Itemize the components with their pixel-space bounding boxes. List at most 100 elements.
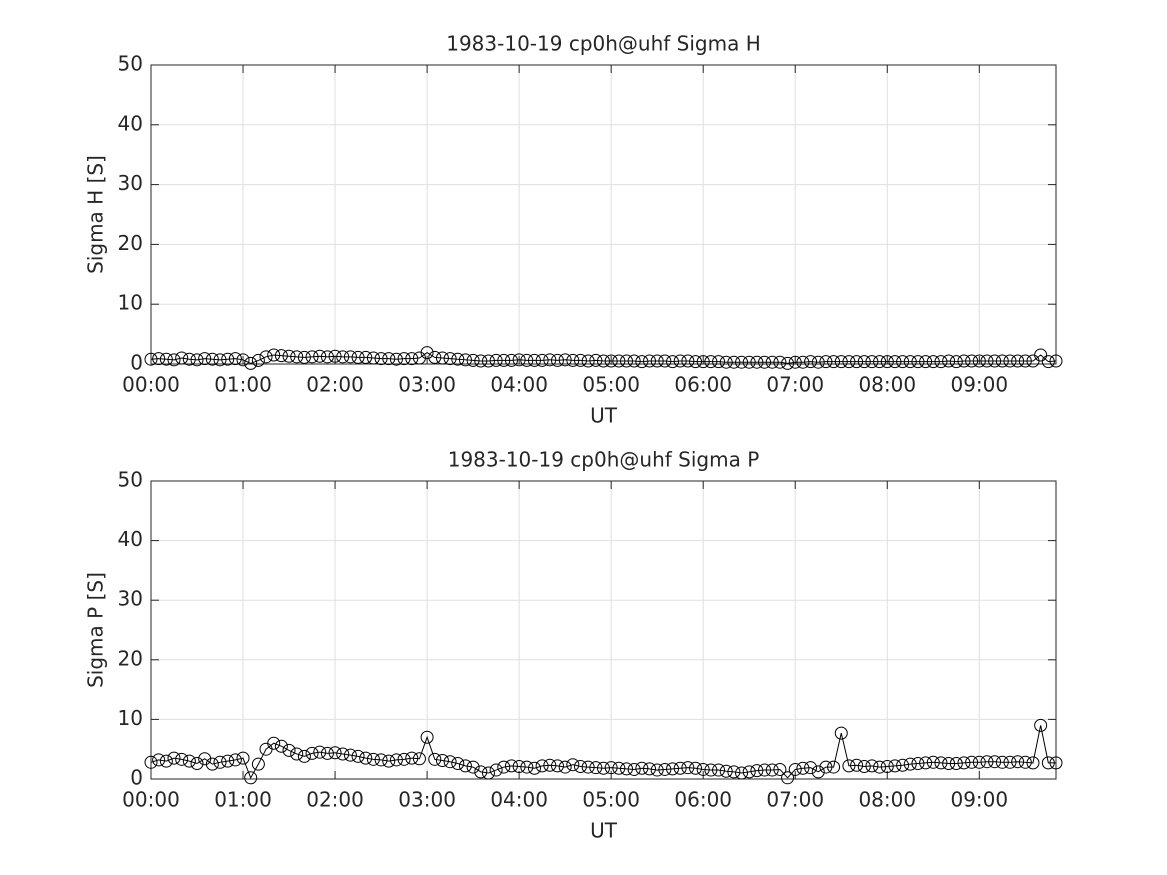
data-marker [627, 762, 641, 776]
data-marker [773, 762, 787, 776]
data-marker [420, 346, 434, 360]
y-axis-label: Sigma P [S] [84, 572, 108, 688]
data-marker [451, 757, 465, 771]
y-tick-label: 30 [118, 171, 143, 195]
data-marker [796, 355, 810, 369]
data-marker [1034, 718, 1048, 732]
data-marker [926, 355, 940, 369]
data-marker [236, 353, 250, 367]
data-marker [689, 355, 703, 369]
data-marker [190, 757, 204, 771]
axes-frame [150, 64, 1057, 365]
data-marker [428, 752, 442, 766]
data-marker [351, 749, 365, 763]
data-marker [957, 354, 971, 368]
data-marker [489, 353, 503, 367]
data-marker [535, 759, 549, 773]
data-marker [842, 759, 856, 773]
data-line [150, 725, 1056, 779]
data-marker [543, 353, 557, 367]
data-marker [382, 754, 396, 768]
data-marker [758, 355, 772, 369]
data-marker [681, 354, 695, 368]
data-marker [190, 353, 204, 367]
plot-area [151, 481, 1056, 779]
data-marker [389, 352, 403, 366]
data-marker [251, 757, 265, 771]
data-marker [612, 761, 626, 775]
data-marker [765, 763, 779, 777]
data-marker [727, 355, 741, 369]
data-marker [175, 351, 189, 365]
data-marker [159, 352, 173, 366]
data-marker [819, 760, 833, 774]
y-axis-label: Sigma H [S] [84, 155, 108, 274]
x-tick-label: 08:00 [858, 373, 916, 397]
data-marker [673, 761, 687, 775]
y-tick-label: 20 [118, 231, 143, 255]
data-marker [827, 355, 841, 369]
y-tick-label: 10 [118, 291, 143, 315]
data-marker [389, 753, 403, 767]
data-marker [412, 752, 426, 766]
data-marker [926, 755, 940, 769]
x-axis-label: UT [590, 819, 618, 843]
data-marker [305, 746, 319, 760]
x-tick-label: 09:00 [950, 373, 1008, 397]
data-marker [1003, 755, 1017, 769]
data-marker [205, 352, 219, 366]
data-marker [320, 350, 334, 364]
x-tick-label: 02:00 [306, 788, 364, 812]
x-tick-label: 04:00 [490, 788, 548, 812]
data-marker [535, 353, 549, 367]
data-marker [597, 354, 610, 368]
x-tick-label: 04:00 [490, 373, 548, 397]
plot-area [151, 65, 1056, 364]
data-marker [949, 757, 963, 771]
data-marker [282, 743, 296, 757]
data-marker [481, 354, 495, 368]
data-marker [903, 355, 917, 369]
data-marker [520, 760, 534, 774]
data-marker [827, 760, 841, 774]
data-marker [834, 726, 848, 740]
data-marker [919, 756, 933, 770]
data-marker [911, 757, 925, 771]
data-marker [1011, 755, 1025, 769]
data-marker [458, 353, 472, 367]
data-marker [558, 760, 572, 774]
data-marker [788, 762, 802, 776]
x-tick-label: 09:00 [950, 788, 1008, 812]
data-marker [627, 354, 641, 368]
data-marker [704, 763, 718, 777]
data-marker [504, 759, 518, 773]
data-marker [359, 751, 373, 765]
data-marker [1011, 354, 1025, 368]
data-marker [397, 752, 411, 766]
data-marker [635, 761, 649, 775]
data-marker [1034, 348, 1048, 362]
data-marker [995, 354, 1009, 368]
data-marker [888, 355, 902, 369]
chart-title: 1983-10-19 cp0h@uhf Sigma P [448, 448, 760, 472]
data-marker [750, 355, 764, 369]
data-marker [443, 755, 457, 769]
data-marker [980, 755, 994, 769]
data-marker [267, 736, 281, 750]
data-marker [589, 353, 603, 367]
y-tick-label: 30 [118, 587, 143, 611]
data-marker [650, 354, 664, 368]
data-marker [558, 353, 572, 367]
data-marker [781, 771, 795, 785]
y-tick-label: 10 [118, 706, 143, 730]
data-marker [896, 355, 910, 369]
x-tick-label: 07:00 [766, 373, 824, 397]
data-marker [359, 350, 373, 364]
data-marker [788, 355, 802, 369]
data-marker [873, 355, 887, 369]
data-marker [850, 758, 864, 772]
data-marker [443, 352, 457, 366]
data-marker [620, 762, 634, 776]
data-marker [543, 758, 557, 772]
